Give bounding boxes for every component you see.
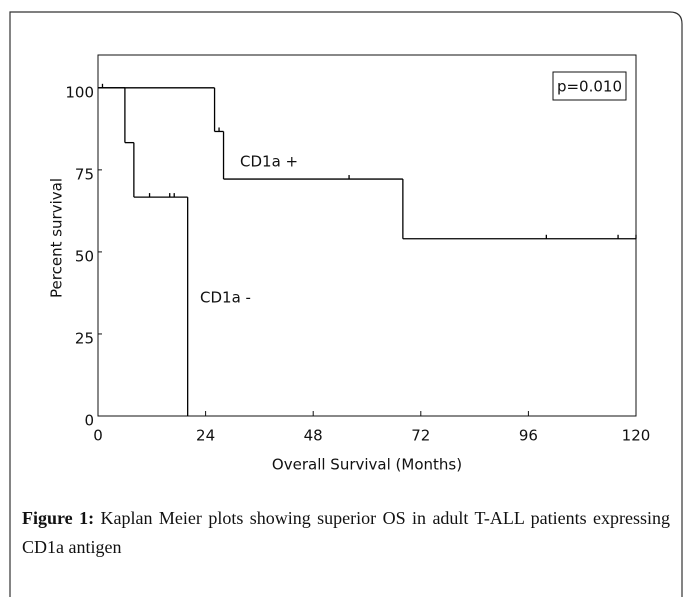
y-tick-label: 100 xyxy=(65,83,94,101)
y-axis-label: Percent survival xyxy=(48,178,66,298)
plot-frame xyxy=(97,54,637,417)
x-tick-label: 96 xyxy=(519,427,538,445)
caption-label: Figure 1: xyxy=(22,508,95,528)
caption-text: Kaplan Meier plots showing superior OS i… xyxy=(22,508,671,557)
annotation-box xyxy=(552,71,627,101)
y-tick-label: 75 xyxy=(75,165,94,183)
annotation: p=0.010 xyxy=(557,78,622,96)
y-tick-label: 25 xyxy=(75,329,94,347)
y-tick-label: 50 xyxy=(75,247,94,265)
x-tick-label: 72 xyxy=(411,427,430,445)
x-tick-label: 0 xyxy=(93,427,103,445)
x-tick-label: 48 xyxy=(304,427,323,445)
caption: Figure 1: Kaplan Meier plots showing sup… xyxy=(22,504,670,562)
x-tick-label: 120 xyxy=(622,427,651,445)
x-axis-label: Overall Survival (Months) xyxy=(272,456,462,474)
x-tick-label: 24 xyxy=(196,427,215,445)
y-tick-label: 0 xyxy=(84,412,94,430)
series-label: CD1a + xyxy=(240,153,298,171)
figure-frame xyxy=(9,11,683,597)
series-label: CD1a - xyxy=(200,289,251,307)
